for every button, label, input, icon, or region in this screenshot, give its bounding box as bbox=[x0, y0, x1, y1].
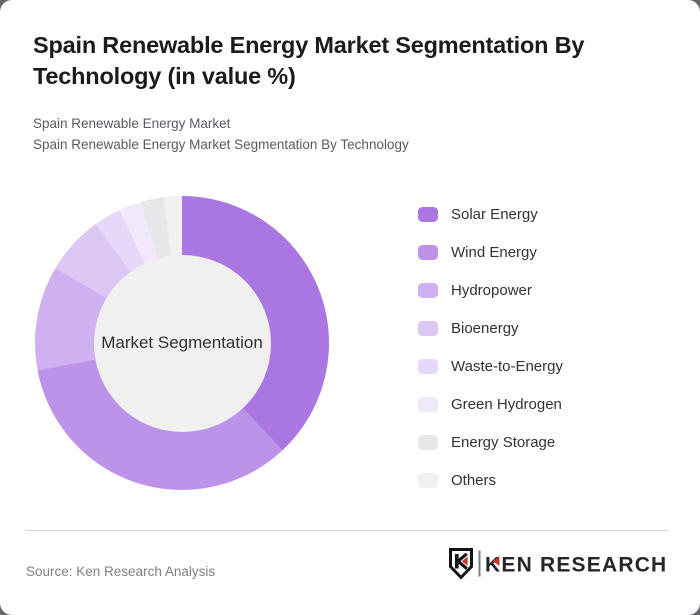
legend-label: Hydropower bbox=[451, 281, 532, 299]
legend-item-energy-storage[interactable]: Energy Storage bbox=[418, 424, 563, 462]
legend-item-hydropower[interactable]: Hydropower bbox=[418, 271, 563, 309]
chart-title: Spain Renewable Energy Market Segmentati… bbox=[33, 32, 585, 89]
legend-swatch-icon bbox=[418, 358, 438, 374]
legend-label: Waste-to-Energy bbox=[451, 357, 563, 375]
legend-item-others[interactable]: Others bbox=[418, 462, 563, 500]
subtitle-market: Spain Renewable Energy Market bbox=[33, 116, 231, 131]
legend-label: Others bbox=[451, 472, 497, 490]
legend-label: Wind Energy bbox=[451, 243, 537, 261]
chart-subtitles: Spain Renewable Energy Market Spain Rene… bbox=[33, 114, 653, 155]
legend-label: Green Hydrogen bbox=[451, 396, 562, 414]
legend-swatch-icon bbox=[418, 397, 438, 413]
footer-divider bbox=[26, 530, 669, 531]
ken-research-logo[interactable]: KEN RESEARCH bbox=[447, 547, 673, 581]
donut-center: Market Segmentation bbox=[93, 254, 271, 432]
source-text: Source: Ken Research Analysis bbox=[26, 564, 216, 579]
legend-swatch-icon bbox=[418, 206, 438, 222]
donut-chart[interactable]: Market Segmentation bbox=[35, 196, 329, 490]
legend-label: Bioenergy bbox=[451, 319, 519, 337]
legend-swatch-icon bbox=[418, 282, 438, 298]
legend-swatch-icon bbox=[418, 244, 438, 260]
chart-legend: Solar Energy Wind Energy Hydropower Bioener… bbox=[418, 195, 563, 500]
legend-item-green-hydrogen[interactable]: Green Hydrogen bbox=[418, 385, 563, 423]
legend-item-wind-energy[interactable]: Wind Energy bbox=[418, 233, 563, 271]
donut-center-label: Market Segmentation bbox=[101, 333, 263, 352]
legend-item-solar-energy[interactable]: Solar Energy bbox=[418, 195, 563, 233]
logo-separator bbox=[478, 550, 481, 577]
legend-item-waste-to-energy[interactable]: Waste-to-Energy bbox=[418, 347, 563, 385]
shield-k-icon bbox=[449, 548, 473, 580]
legend-label: Solar Energy bbox=[451, 205, 538, 223]
legend-item-bioenergy[interactable]: Bioenergy bbox=[418, 309, 563, 347]
logo-wordmark: KEN RESEARCH bbox=[485, 554, 667, 577]
legend-swatch-icon bbox=[418, 320, 438, 336]
legend-swatch-icon bbox=[418, 473, 438, 489]
subtitle-segmentation: Spain Renewable Energy Market Segmentati… bbox=[33, 136, 409, 152]
legend-label: Energy Storage bbox=[451, 434, 556, 452]
legend-swatch-icon bbox=[418, 435, 438, 451]
